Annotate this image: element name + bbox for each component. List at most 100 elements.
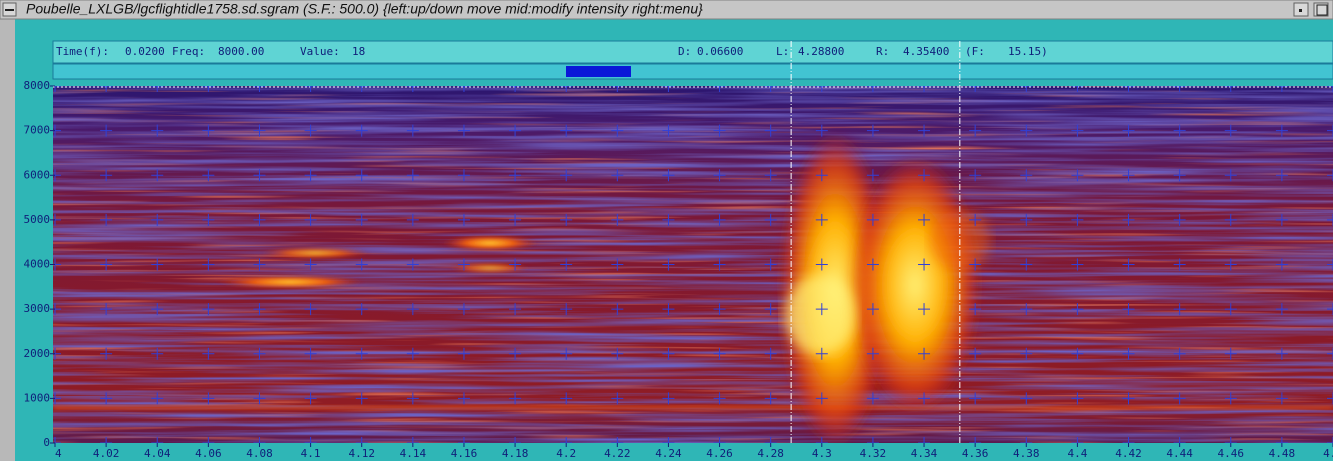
grid-cross	[304, 86, 317, 92]
x-tick-label: 4	[55, 447, 62, 460]
grid-cross	[918, 347, 931, 360]
energy-blob	[450, 262, 530, 274]
grid-cross	[406, 392, 419, 405]
grid-cross	[509, 169, 522, 182]
x-tick-label: 4.42	[1115, 447, 1142, 460]
status-value: 18	[352, 45, 365, 58]
grid-cross	[100, 347, 113, 360]
grid-cross	[969, 392, 982, 405]
grid-cross	[560, 213, 573, 226]
grid-cross	[1122, 303, 1135, 316]
grid-cross	[662, 124, 675, 137]
grid-cross	[866, 347, 879, 360]
grid-cross	[611, 213, 624, 226]
x-tick-label: 4.16	[451, 447, 478, 460]
grid-cross	[100, 392, 113, 405]
grid-cross	[1071, 437, 1084, 443]
y-tick-label: 4000	[24, 258, 51, 271]
scroll-thumb[interactable]	[566, 66, 631, 77]
grid-cross	[1173, 392, 1186, 405]
grid-cross	[457, 258, 470, 271]
grid-cross	[662, 437, 675, 443]
energy-blob	[442, 235, 538, 251]
grid-cross	[560, 437, 573, 443]
grid-cross	[611, 392, 624, 405]
x-tick-label: 4.02	[93, 447, 120, 460]
grid-cross	[151, 347, 164, 360]
grid-cross	[151, 86, 164, 92]
grid-cross	[151, 392, 164, 405]
grid-cross	[509, 303, 522, 316]
grid-cross	[202, 347, 215, 360]
grid-cross	[764, 437, 777, 443]
grid-cross	[969, 347, 982, 360]
grid-cross	[1173, 213, 1186, 226]
grid-cross	[1173, 86, 1186, 92]
x-tick-label: 4.14	[400, 447, 427, 460]
grid-cross	[1071, 392, 1084, 405]
grid-cross	[1122, 392, 1135, 405]
grid-cross	[662, 169, 675, 182]
x-tick-label: 4.22	[604, 447, 631, 460]
grid-cross	[764, 169, 777, 182]
grid-cross	[713, 303, 726, 316]
grid-cross	[611, 437, 624, 443]
grid-cross	[713, 213, 726, 226]
grid-cross	[969, 213, 982, 226]
grid-cross	[1224, 347, 1237, 360]
y-tick-label: 3000	[24, 302, 51, 315]
grid-cross	[355, 437, 368, 443]
grid-cross	[1224, 86, 1237, 92]
scroll-bar[interactable]	[52, 63, 1333, 80]
window-frame	[0, 0, 15, 461]
grid-cross	[253, 258, 266, 271]
x-tick-label: 4.06	[195, 447, 222, 460]
spectrogram-texture	[53, 86, 1333, 443]
status-value: 4.35400	[903, 45, 949, 58]
grid-cross	[100, 437, 113, 443]
status-label: (F:	[965, 45, 985, 58]
grid-cross	[457, 347, 470, 360]
grid-cross	[1224, 213, 1237, 226]
grid-cross	[764, 303, 777, 316]
grid-cross	[1173, 437, 1186, 443]
grid-cross	[1327, 124, 1333, 137]
grid-cross	[1071, 303, 1084, 316]
grid-cross	[509, 392, 522, 405]
minimize-icon	[1299, 9, 1302, 12]
grid-cross	[969, 258, 982, 271]
grid-cross	[1020, 213, 1033, 226]
status-label: D:	[678, 45, 691, 58]
grid-cross	[355, 347, 368, 360]
grid-cross	[662, 347, 675, 360]
grid-cross	[202, 169, 215, 182]
grid-cross	[304, 392, 317, 405]
status-value: 8000.00	[218, 45, 264, 58]
grid-cross	[202, 303, 215, 316]
y-tick-label: 2000	[24, 347, 51, 360]
grid-cross	[815, 86, 828, 92]
grid-cross	[764, 124, 777, 137]
status-label: Freq:	[172, 45, 205, 58]
grid-cross	[100, 86, 113, 92]
grid-cross	[406, 169, 419, 182]
x-tick-label: 4.46	[1218, 447, 1245, 460]
grid-cross	[1224, 124, 1237, 137]
grid-cross	[1224, 392, 1237, 405]
grid-cross	[764, 392, 777, 405]
x-tick-label: 4.48	[1269, 447, 1296, 460]
x-tick-label: 4.44	[1166, 447, 1193, 460]
grid-cross	[406, 437, 419, 443]
grid-cross	[253, 86, 266, 92]
energy-blob	[785, 275, 855, 355]
grid-cross	[815, 392, 828, 405]
grid-cross	[866, 258, 879, 271]
grid-cross	[1071, 86, 1084, 92]
grid-cross	[457, 392, 470, 405]
grid-cross	[304, 303, 317, 316]
grid-cross	[560, 303, 573, 316]
x-tick-label: 4.4	[1067, 447, 1087, 460]
grid-cross	[611, 258, 624, 271]
grid-cross	[1275, 124, 1288, 137]
